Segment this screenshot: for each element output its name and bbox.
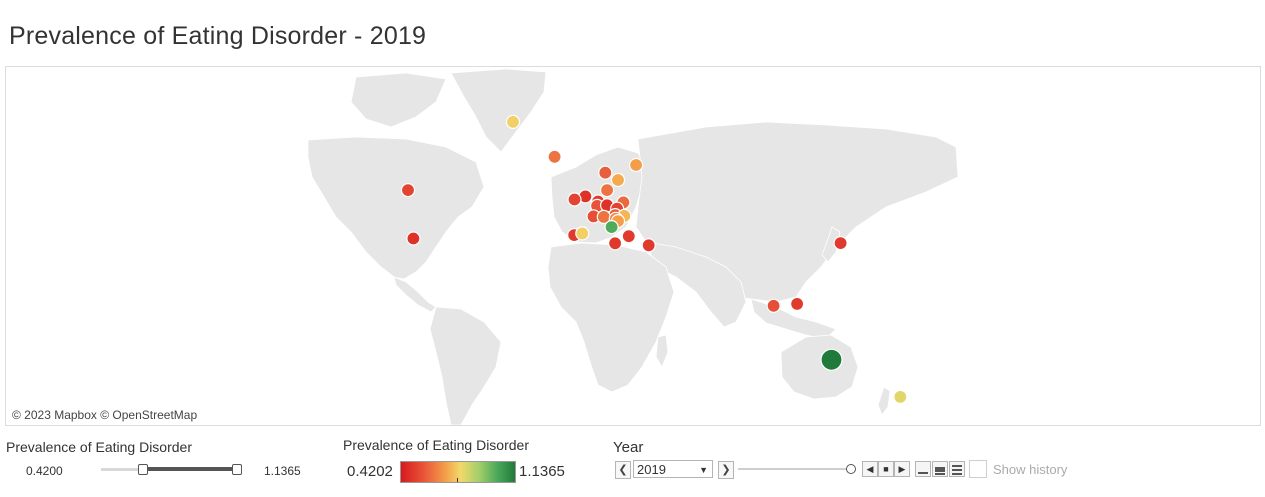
speed-fast-button[interactable]	[949, 461, 965, 477]
color-ramp	[400, 461, 516, 483]
speed-slow-button[interactable]	[915, 461, 931, 477]
step-forward-button[interactable]: ▶	[894, 461, 910, 477]
map-marker-sweden[interactable]	[610, 172, 626, 188]
stop-button[interactable]: ■	[878, 461, 894, 477]
color-legend-min: 0.4202	[347, 463, 393, 480]
playback-slider-track[interactable]	[738, 468, 848, 470]
land-greenland	[450, 68, 547, 153]
map-marker-malaysia[interactable]	[766, 298, 781, 313]
speed-medium-button[interactable]	[932, 461, 948, 477]
map-marker-spain[interactable]	[575, 226, 590, 241]
color-legend-max: 1.1365	[519, 463, 565, 480]
step-back-icon: ◀	[866, 464, 874, 474]
map-marker-finland[interactable]	[628, 157, 644, 173]
land-africa	[547, 242, 675, 393]
land-arctic-islands	[350, 72, 447, 128]
map-view[interactable]: © 2023 Mapbox © OpenStreetMap	[5, 66, 1261, 426]
map-marker-japan[interactable]	[833, 236, 848, 251]
step-back-button[interactable]: ◀	[862, 461, 878, 477]
map-marker-norway[interactable]	[598, 165, 613, 180]
land-layer	[307, 68, 959, 425]
map-marker-greece[interactable]	[621, 229, 636, 244]
year-select[interactable]: 2019 ▼	[633, 460, 713, 478]
land-madagascar	[655, 334, 669, 368]
map-marker-brunei[interactable]	[789, 296, 805, 311]
map-credit[interactable]: © 2023 Mapbox © OpenStreetMap	[12, 408, 198, 422]
chevron-left-icon: ❮	[618, 464, 628, 476]
land-north-america	[307, 136, 485, 280]
year-select-value: 2019	[637, 462, 666, 477]
map-marker-iceland[interactable]	[547, 149, 562, 164]
land-south-asia	[645, 241, 747, 328]
map-marker-australia[interactable]	[820, 348, 843, 371]
map-marker-malta[interactable]	[607, 236, 623, 251]
caret-down-icon: ▼	[699, 465, 708, 475]
land-south-america	[429, 306, 502, 425]
land-central-america	[393, 276, 437, 313]
map-marker-greenland[interactable]	[505, 114, 521, 130]
range-slider-min-handle[interactable]	[138, 464, 148, 475]
year-prev-button[interactable]: ❮	[615, 461, 631, 479]
show-history-label[interactable]: Show history	[993, 462, 1068, 477]
play-icon: ▶	[898, 464, 906, 474]
page-title: Prevalence of Eating Disorder - 2019	[9, 22, 427, 50]
color-legend-title: Prevalence of Eating Disorder	[343, 437, 529, 453]
land-japan	[821, 226, 841, 263]
show-history-checkbox[interactable]	[969, 460, 987, 478]
year-next-button[interactable]: ❯	[718, 461, 734, 479]
map-marker-canada[interactable]	[400, 182, 416, 198]
playback-slider-knob[interactable]	[846, 464, 856, 474]
world-map[interactable]	[6, 67, 1260, 425]
map-marker-denmark[interactable]	[599, 182, 615, 198]
range-min-value: 0.4200	[26, 464, 63, 478]
map-marker-cyprus[interactable]	[641, 238, 656, 253]
map-marker-new-zealand[interactable]	[893, 389, 908, 404]
map-marker-united-states[interactable]	[406, 231, 421, 246]
map-marker-ireland[interactable]	[567, 192, 582, 207]
chevron-right-icon: ❯	[721, 464, 731, 476]
marker-layer[interactable]	[400, 114, 908, 404]
range-slider-fill	[143, 467, 237, 471]
map-marker-italy[interactable]	[604, 220, 619, 235]
color-ramp-tick	[457, 478, 458, 482]
land-new-zealand	[877, 386, 891, 416]
stop-icon: ■	[883, 464, 889, 474]
year-filter-title: Year	[613, 439, 644, 456]
range-filter-title: Prevalence of Eating Disorder	[6, 439, 192, 455]
land-australia	[780, 334, 859, 400]
range-slider-max-handle[interactable]	[232, 464, 242, 475]
range-max-value: 1.1365	[264, 464, 301, 478]
